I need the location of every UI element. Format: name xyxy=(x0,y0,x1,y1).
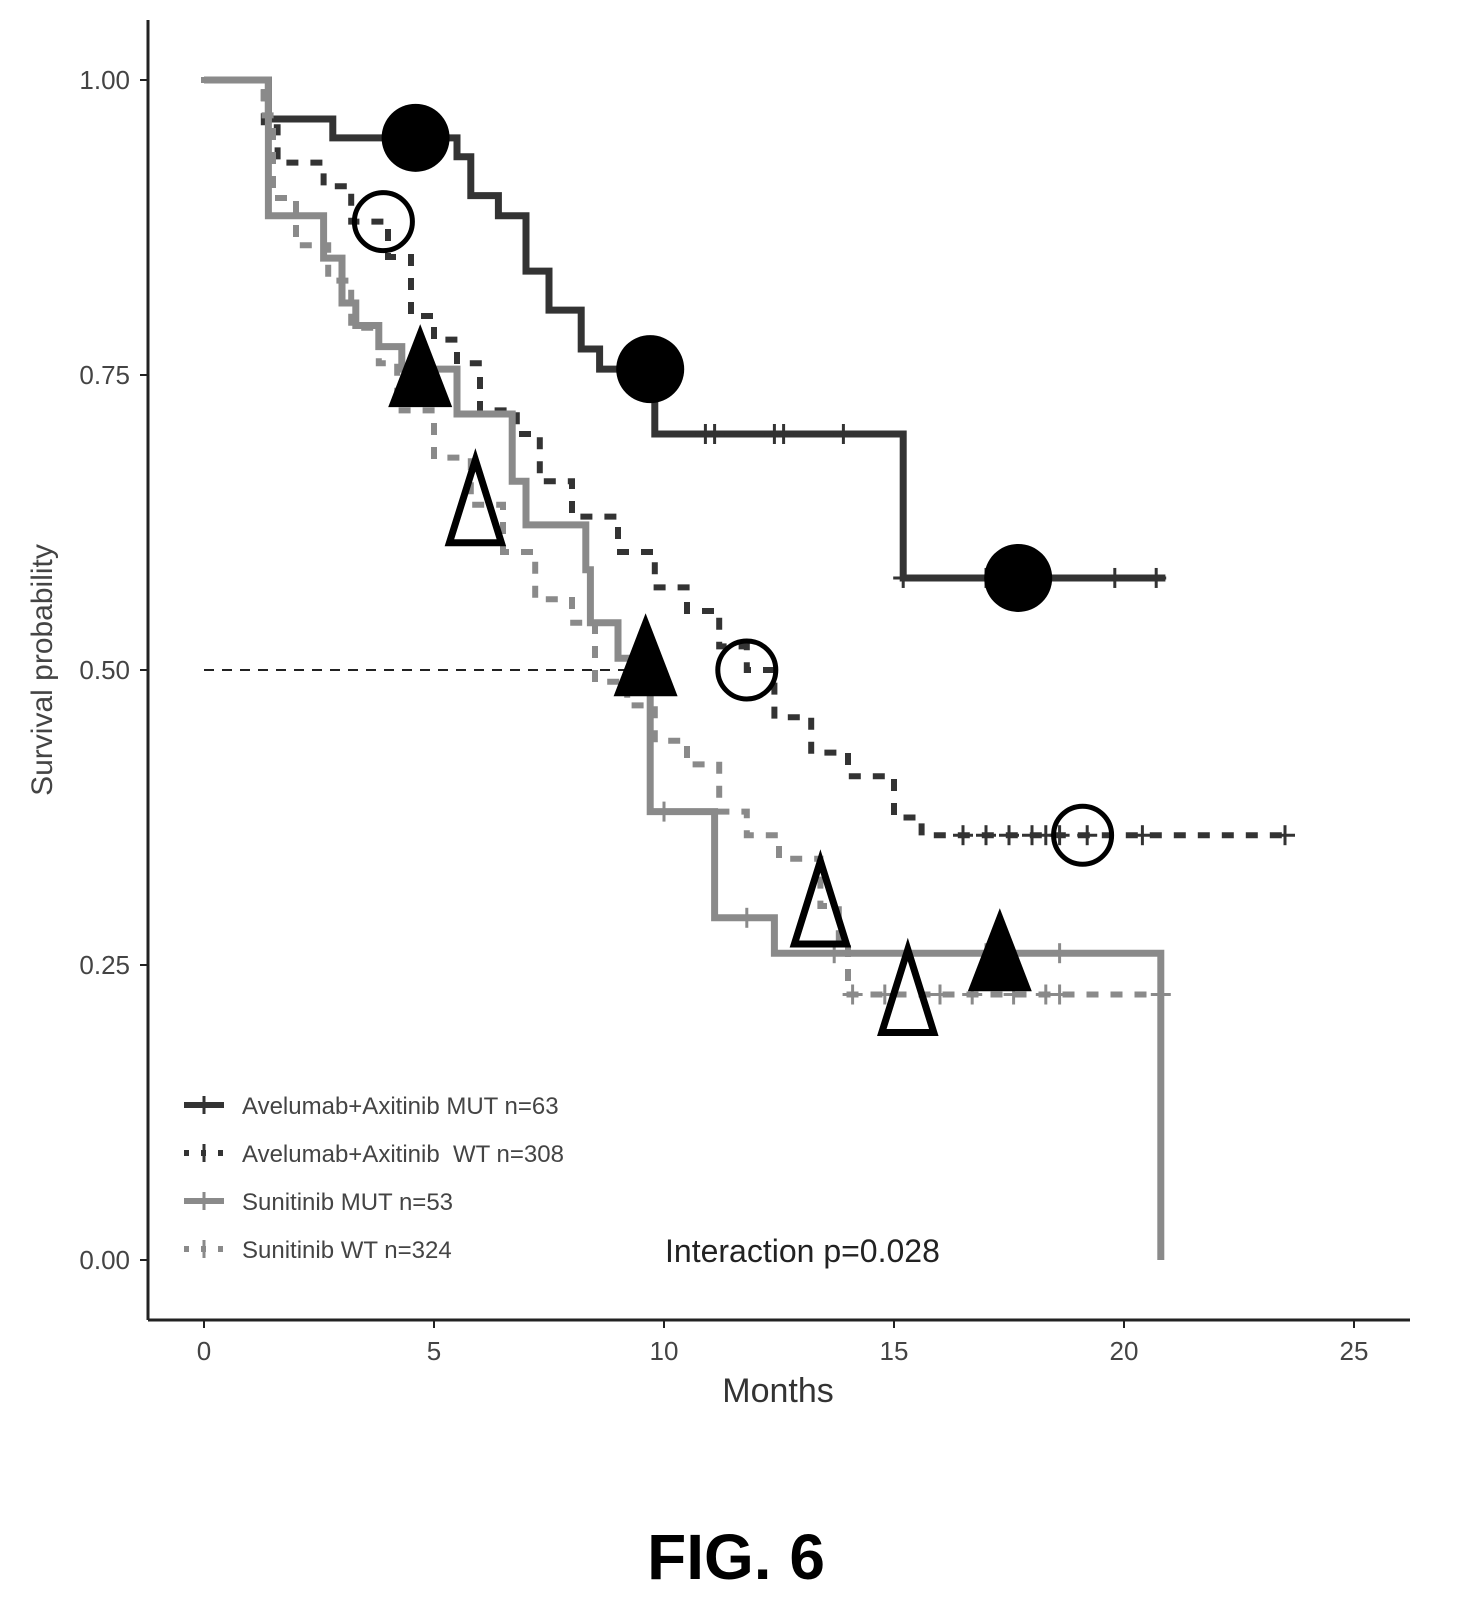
open-circle-marker xyxy=(1051,803,1115,867)
open-circle-marker xyxy=(715,638,779,702)
series-1 xyxy=(204,76,1167,588)
x-axis-label: Months xyxy=(722,1372,834,1410)
x-tick-label: 10 xyxy=(650,1336,679,1366)
curve-line xyxy=(204,76,1165,1260)
open-circle-marker xyxy=(351,190,415,254)
open-triangle-marker xyxy=(789,849,852,948)
filled-circle-marker xyxy=(984,543,1053,612)
y-tick-label: 0.50 xyxy=(79,655,130,685)
curve-line xyxy=(204,76,1166,582)
legend-label: Avelumab+Axitinib MUT n=63 xyxy=(242,1093,559,1120)
figure-caption: FIG. 6 xyxy=(647,1521,825,1593)
km-survival-chart: 0 5 10 15 20 25 0.00 0.25 0.50 0.75 1.00 Avelumab+… xyxy=(26,20,1410,1410)
open-triangle-marker xyxy=(444,448,507,547)
legend-item: Sunitinib MUT n=53 xyxy=(184,1189,453,1216)
series-4 xyxy=(201,77,1171,1005)
legend-item: Avelumab+Axitinib WT n=308 xyxy=(184,1141,564,1168)
curve-line xyxy=(201,77,1288,839)
legend-label: Sunitinib MUT n=53 xyxy=(242,1189,453,1216)
x-tick-label: 15 xyxy=(880,1336,909,1366)
x-tick-label: 25 xyxy=(1340,1336,1369,1366)
legend-item: Sunitinib WT n=324 xyxy=(184,1237,452,1264)
x-tick-label: 5 xyxy=(427,1336,441,1366)
filled-circle-marker xyxy=(381,103,450,172)
legend: Avelumab+Axitinib MUT n=63 Avelumab+Axiti… xyxy=(184,1093,564,1264)
filled-triangle-marker xyxy=(613,613,678,697)
axes: 0 5 10 15 20 25 0.00 0.25 0.50 0.75 1.00 xyxy=(79,20,1410,1366)
series-3 xyxy=(204,76,1165,1260)
interaction-p-value: Interaction p=0.028 xyxy=(665,1233,940,1269)
filled-triangle-marker xyxy=(967,908,1032,992)
y-tick-label: 0.75 xyxy=(79,360,130,390)
legend-label: Avelumab+Axitinib WT n=308 xyxy=(242,1141,564,1168)
y-tick-label: 1.00 xyxy=(79,65,130,95)
y-tick-label: 0.25 xyxy=(79,950,130,980)
y-tick-label: 0.00 xyxy=(79,1245,130,1275)
x-tick-label: 20 xyxy=(1110,1336,1139,1366)
x-tick-label: 0 xyxy=(197,1336,211,1366)
filled-triangle-marker xyxy=(388,324,453,408)
curve-line xyxy=(201,77,1164,998)
legend-item: Avelumab+Axitinib MUT n=63 xyxy=(184,1093,559,1120)
y-axis-label: Survival probability xyxy=(26,544,59,796)
open-triangle-marker xyxy=(877,937,939,1036)
filled-circle-marker xyxy=(616,335,685,404)
legend-label: Sunitinib WT n=324 xyxy=(242,1237,452,1264)
group-markers xyxy=(351,103,1115,1036)
